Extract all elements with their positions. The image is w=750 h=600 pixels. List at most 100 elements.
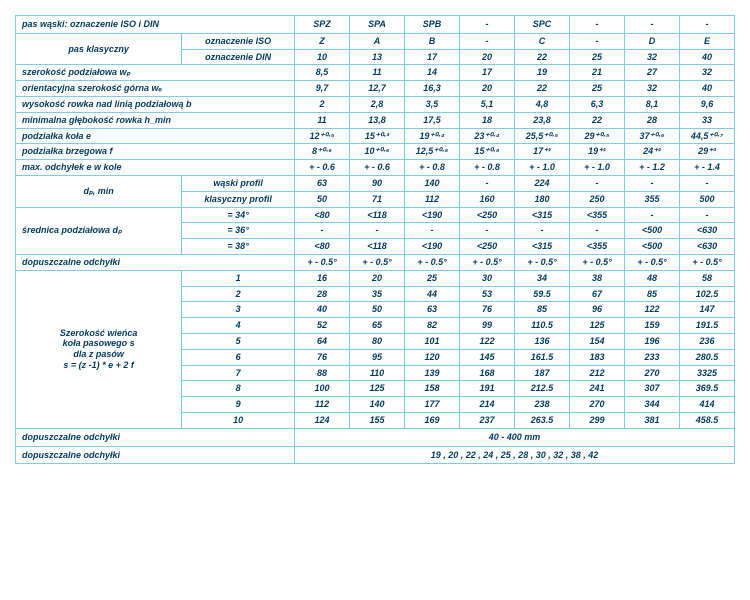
row-ek-6: 37⁺⁰·⁶: [625, 128, 680, 144]
wieniec-6-3: 159: [625, 318, 680, 334]
row-maxe-label: max. odchyłek e w kole: [16, 160, 295, 176]
row-hmin-5: 22: [570, 112, 625, 128]
dpmin-w4: 224: [515, 175, 570, 191]
col-dash2: -: [570, 16, 625, 34]
col-spa: SPA: [350, 16, 405, 34]
wieniec-idx-1: 2: [182, 286, 295, 302]
dpmin-c6: 355: [625, 191, 680, 207]
col-dash4: -: [680, 16, 735, 34]
sred-34: = 34°: [182, 207, 295, 223]
wieniec-3-6: 168: [460, 365, 515, 381]
wieniec-5-5: 183: [570, 349, 625, 365]
row-f-5: 19⁺¹: [570, 144, 625, 160]
row-maxe-4: + - 1.0: [515, 160, 570, 176]
wieniec-idx-7: 8: [182, 381, 295, 397]
wieniec-5-3: 125: [570, 318, 625, 334]
row-wp-3: 17: [460, 65, 515, 81]
sred-label: średnica podziałowa dₚ: [16, 207, 182, 254]
row-b-7: 9,6: [680, 96, 735, 112]
row-wp-label: szerokość podziałowa wₚ: [16, 65, 295, 81]
row-maxe-3: + - 0.8: [460, 160, 515, 176]
wieniec-2-3: 82: [405, 318, 460, 334]
row-hmin-7: 33: [680, 112, 735, 128]
s38-4: <315: [515, 239, 570, 255]
sred-36: = 36°: [182, 223, 295, 239]
row-wp-6: 27: [625, 65, 680, 81]
row-b-6: 8,1: [625, 96, 680, 112]
dpmin-label: dₚ, min: [16, 175, 182, 207]
row-f-7: 29⁺³: [680, 144, 735, 160]
s34-0: <80: [295, 207, 350, 223]
s36-2: -: [405, 223, 460, 239]
do1-7: + - 0.5°: [680, 254, 735, 270]
wieniec-idx-0: 1: [182, 270, 295, 286]
wieniec-4-4: 136: [515, 333, 570, 349]
wieniec-1-3: 65: [350, 318, 405, 334]
row-we-4: 22: [515, 81, 570, 97]
row-hmin-2: 17,5: [405, 112, 460, 128]
s34-5: <355: [570, 207, 625, 223]
iso-label: oznaczenie ISO: [182, 33, 295, 49]
wieniec-6-5: 233: [625, 349, 680, 365]
iso-b: B: [405, 33, 460, 49]
iso-dash: -: [460, 33, 515, 49]
row-f-2: 12,5⁺⁰·⁸: [405, 144, 460, 160]
dpmin-w7: -: [680, 175, 735, 191]
wieniec-5-9: 299: [570, 412, 625, 428]
do1-3: + - 0.5°: [460, 254, 515, 270]
wieniec-5-2: 96: [570, 302, 625, 318]
row-maxe-5: + - 1.0: [570, 160, 625, 176]
dpmin-c5: 250: [570, 191, 625, 207]
row-f-label: podziałka brzegowa f: [16, 144, 295, 160]
wieniec-6-6: 270: [625, 365, 680, 381]
row-f-0: 8⁺⁰·⁶: [295, 144, 350, 160]
do1-2: + - 0.5°: [405, 254, 460, 270]
row-we-5: 25: [570, 81, 625, 97]
row-b-0: 2: [295, 96, 350, 112]
dpmin-w6: -: [625, 175, 680, 191]
dpmin-narrow: wąski profil: [182, 175, 295, 191]
wieniec-idx-8: 9: [182, 397, 295, 413]
row-ek-1: 15⁺⁰·³: [350, 128, 405, 144]
do1-6: + - 0.5°: [625, 254, 680, 270]
row-wp-4: 19: [515, 65, 570, 81]
iso-z: Z: [295, 33, 350, 49]
row-maxe-6: + - 1.2: [625, 160, 680, 176]
wieniec-2-4: 101: [405, 333, 460, 349]
wieniec-idx-2: 3: [182, 302, 295, 318]
do1-1: + - 0.5°: [350, 254, 405, 270]
dpmin-classic: klasyczny profil: [182, 191, 295, 207]
wieniec-5-1: 67: [570, 286, 625, 302]
din-4: 22: [515, 49, 570, 65]
dpmin-w5: -: [570, 175, 625, 191]
s36-1: -: [350, 223, 405, 239]
row-ek-7: 44,5⁺⁰·⁷: [680, 128, 735, 144]
do1-5: + - 0.5°: [570, 254, 625, 270]
wieniec-1-8: 140: [350, 397, 405, 413]
din-6: 32: [625, 49, 680, 65]
wieniec-0-5: 76: [295, 349, 350, 365]
wieniec-1-4: 80: [350, 333, 405, 349]
wieniec-4-9: 263.5: [515, 412, 570, 428]
row-ek-5: 29⁺⁰·⁵: [570, 128, 625, 144]
row-wp-2: 14: [405, 65, 460, 81]
s38-2: <190: [405, 239, 460, 255]
col-spb: SPB: [405, 16, 460, 34]
wieniec-1-7: 125: [350, 381, 405, 397]
s36-5: -: [570, 223, 625, 239]
wieniec-1-9: 155: [350, 412, 405, 428]
s34-1: <118: [350, 207, 405, 223]
row-b-1: 2,8: [350, 96, 405, 112]
row-hmin-1: 13,8: [350, 112, 405, 128]
row-b-2: 3,5: [405, 96, 460, 112]
iso-a: A: [350, 33, 405, 49]
row-ek-2: 19⁺⁰·⁴: [405, 128, 460, 144]
wieniec-idx-6: 7: [182, 365, 295, 381]
wieniec-3-9: 237: [460, 412, 515, 428]
wieniec-3-2: 76: [460, 302, 515, 318]
wieniec-5-0: 38: [570, 270, 625, 286]
wieniec-2-7: 158: [405, 381, 460, 397]
wieniec-0-6: 88: [295, 365, 350, 381]
s38-7: <630: [680, 239, 735, 255]
wieniec-0-4: 64: [295, 333, 350, 349]
